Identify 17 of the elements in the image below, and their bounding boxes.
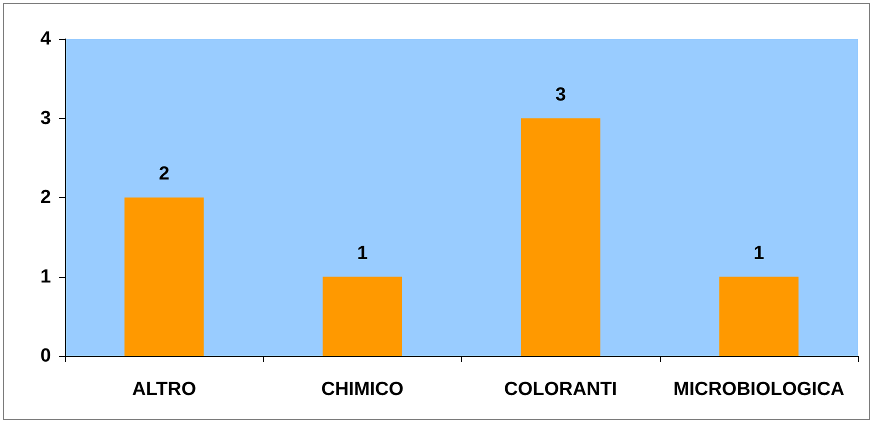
x-tick-label: MICROBIOLOGICA (673, 379, 845, 400)
data-label: 1 (357, 242, 368, 264)
bar (520, 118, 600, 356)
bar (719, 276, 799, 356)
data-label: 1 (754, 242, 765, 264)
data-label: 2 (158, 164, 170, 184)
y-tick-label: 4 (40, 28, 52, 50)
bar (322, 276, 402, 356)
y-tick-label: 1 (40, 266, 52, 288)
data-label: 3 (555, 84, 566, 106)
y-tick-label: 0 (40, 346, 51, 366)
x-tick-label: COLORANTI (504, 379, 618, 400)
bar (124, 198, 204, 356)
x-tick-label: ALTRO (132, 379, 196, 400)
y-tick-label: 3 (40, 108, 51, 129)
x-tick-label: CHIMICO (321, 379, 404, 400)
y-tick-label: 2 (40, 187, 51, 208)
